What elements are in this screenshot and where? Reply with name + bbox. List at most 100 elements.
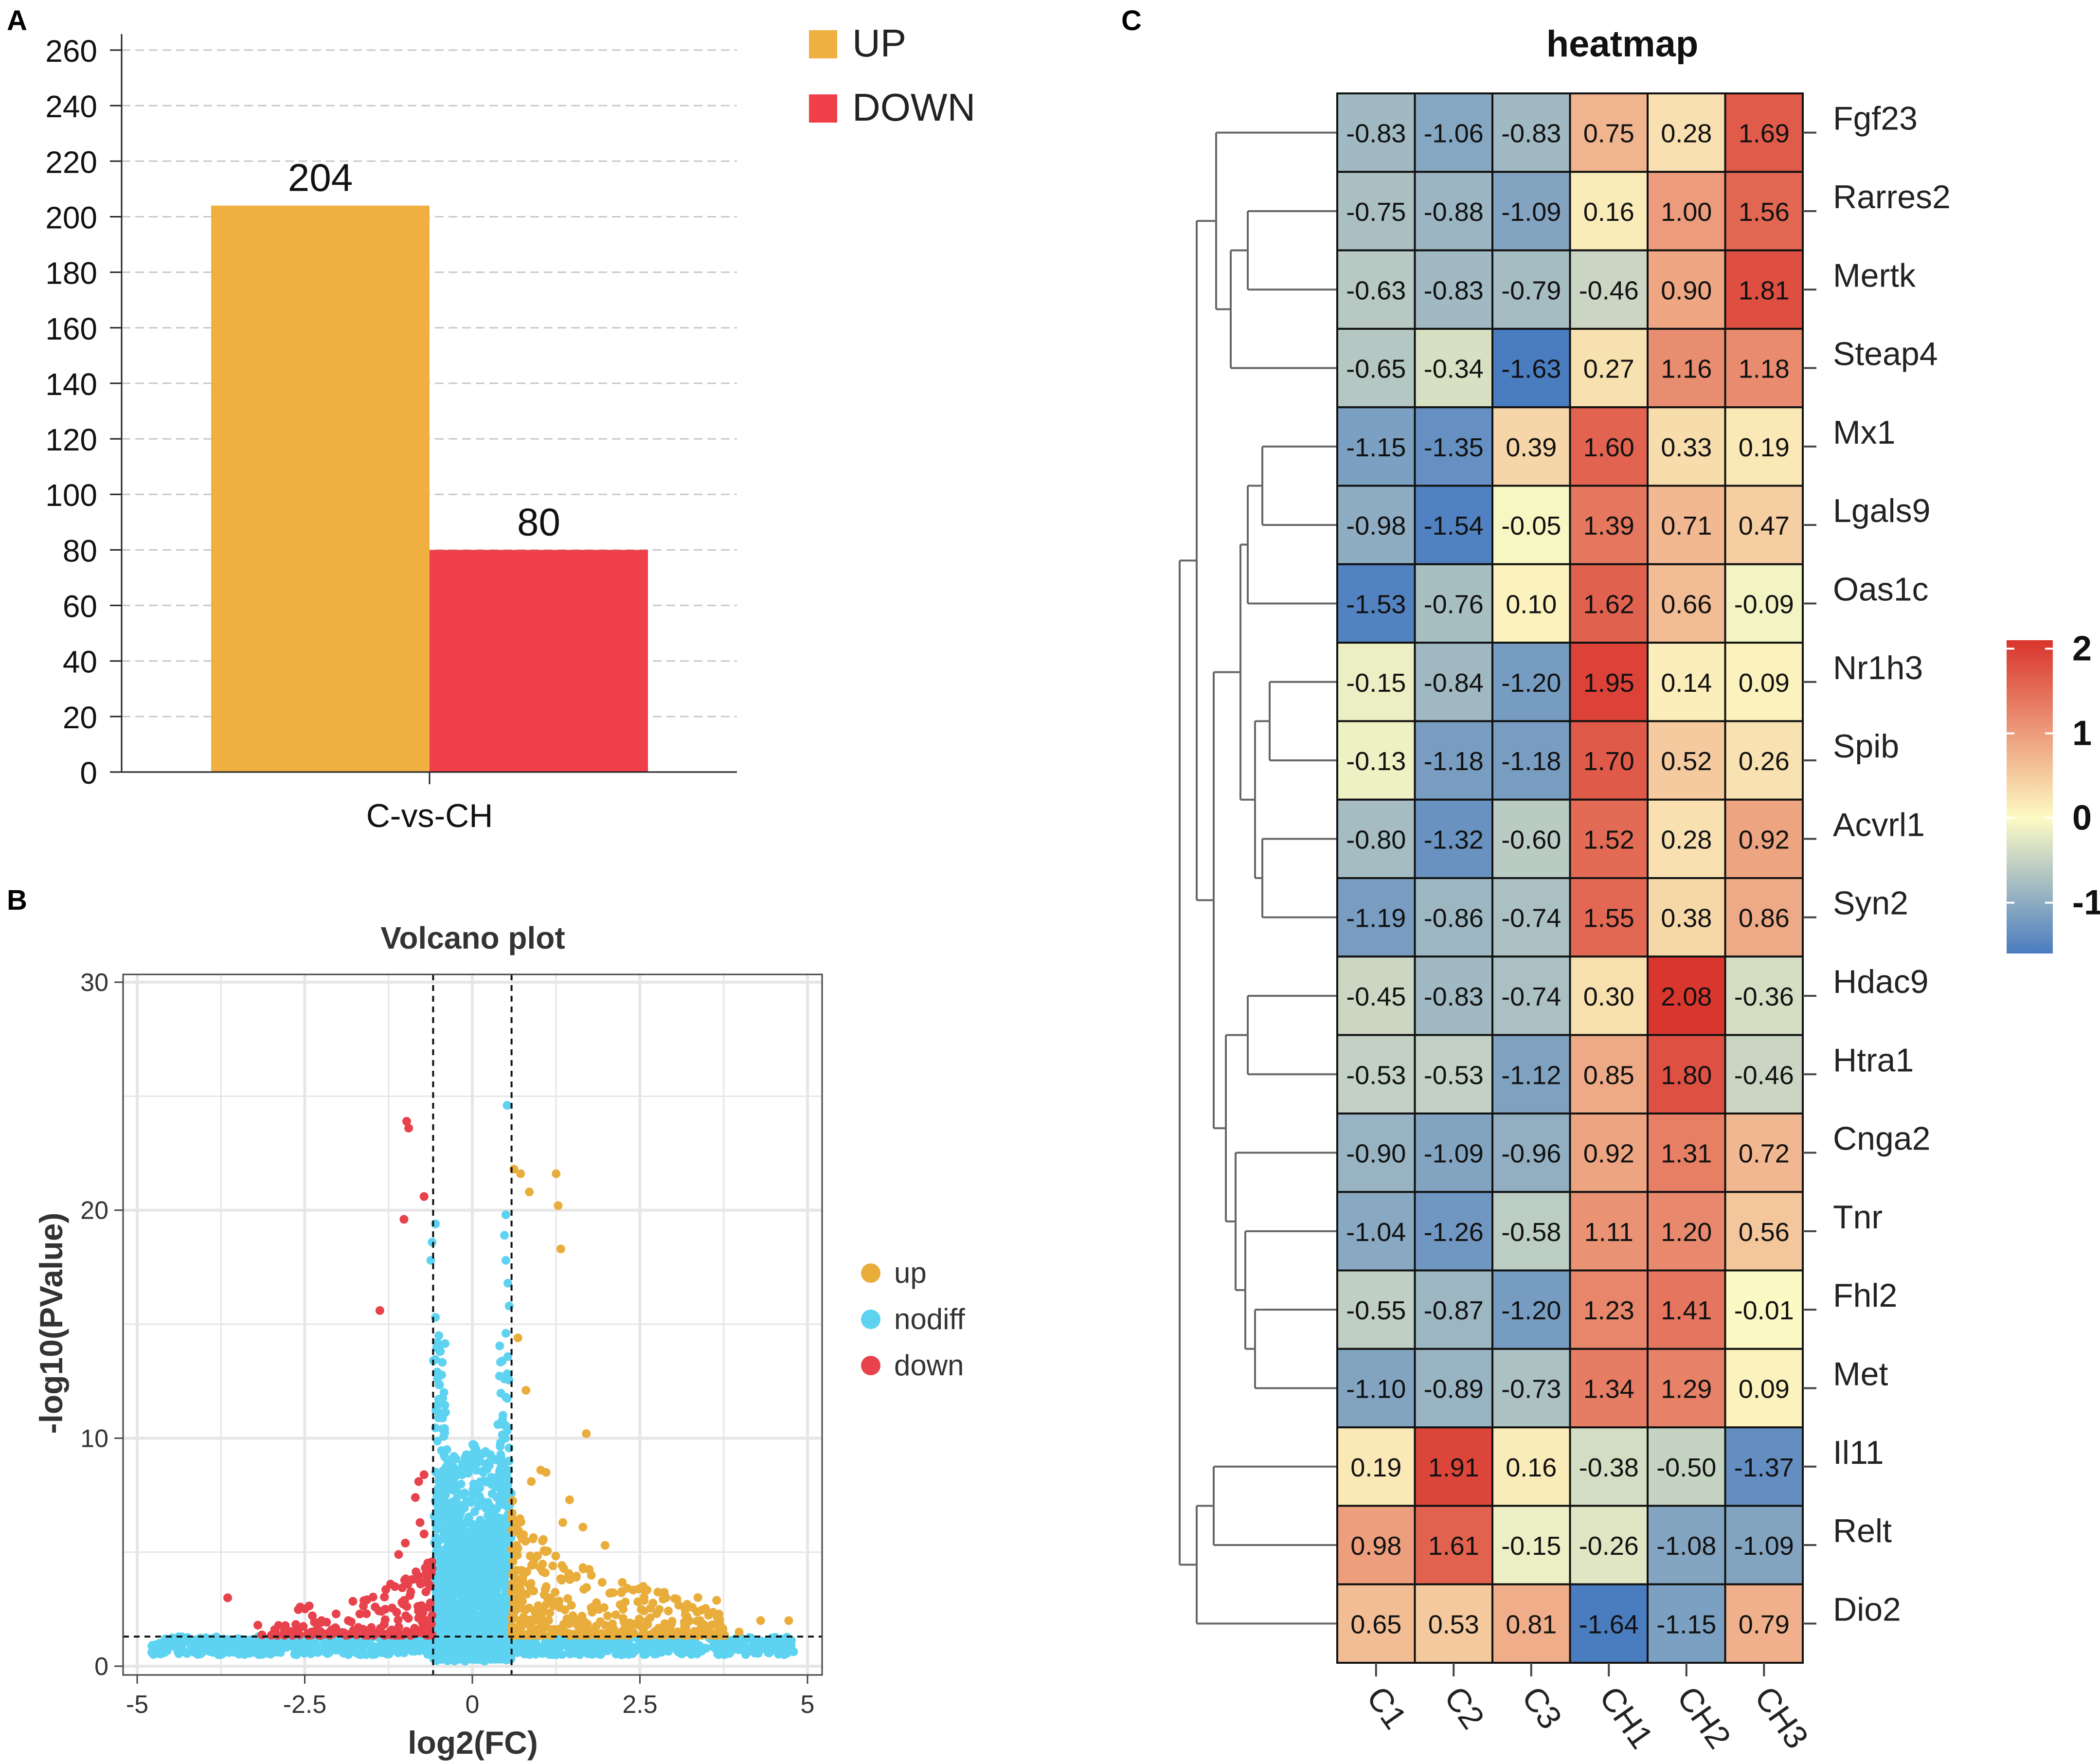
heatmap-cell-value: -0.26 <box>1579 1531 1639 1561</box>
heatmap-row-label: Met <box>1833 1355 1888 1392</box>
volcano-point-up <box>672 1595 682 1604</box>
volcano-point-nodiff <box>575 1648 585 1657</box>
heatmap-cell-value: 1.16 <box>1661 355 1712 384</box>
volcano-x-label: log2(FC) <box>408 1725 538 1761</box>
heatmap-cell-value: -0.74 <box>1501 904 1561 933</box>
volcano-point-nodiff <box>438 1358 447 1367</box>
heatmap-cell-value: 0.53 <box>1428 1610 1479 1639</box>
volcano-point-nodiff <box>480 1656 489 1666</box>
volcano-point-up <box>637 1605 646 1614</box>
volcano-point-nodiff <box>498 1411 507 1420</box>
volcano-point-up <box>664 1606 673 1616</box>
volcano-point-up <box>648 1630 657 1639</box>
volcano-point-up <box>568 1611 577 1620</box>
heatmap-cell-value: -1.18 <box>1424 747 1484 776</box>
volcano-point-nodiff <box>461 1580 470 1589</box>
volcano-point-down <box>419 1470 429 1479</box>
heatmap-cell-value: -1.15 <box>1346 433 1406 462</box>
heatmap-cell-value: 1.62 <box>1583 590 1634 619</box>
volcano-point-up <box>639 1582 648 1591</box>
volcano-point-up <box>605 1589 614 1598</box>
heatmap-cell <box>1414 1505 1493 1585</box>
volcano-point-nodiff <box>371 1650 380 1659</box>
volcano-point-nodiff <box>501 1256 510 1265</box>
volcano-point-up <box>629 1629 638 1638</box>
heatmap-row-label: Tnr <box>1833 1199 1883 1236</box>
heatmap-cell <box>1414 485 1493 565</box>
volcano-point-nodiff <box>311 1638 320 1647</box>
heatmap-cell <box>1569 1191 1649 1272</box>
heatmap-cell-value: -0.89 <box>1424 1374 1484 1403</box>
heatmap-cell-value: -1.20 <box>1501 668 1561 698</box>
heatmap-cell <box>1647 1191 1726 1272</box>
heatmap-cell-value: -0.73 <box>1501 1374 1561 1403</box>
heatmap-row-label: Syn2 <box>1833 885 1908 922</box>
heatmap-cell <box>1491 92 1571 173</box>
heatmap-cell-value: 0.72 <box>1739 1139 1790 1169</box>
volcano-point-nodiff <box>444 1507 453 1516</box>
volcano-point-nodiff <box>497 1499 506 1508</box>
volcano-point-down <box>340 1628 349 1637</box>
heatmap-cell-value: -0.90 <box>1346 1139 1406 1169</box>
volcano-point-nodiff <box>326 1643 335 1652</box>
heatmap-cell-value: -0.34 <box>1424 355 1484 384</box>
volcano-point-nodiff <box>496 1357 505 1367</box>
heatmap-cell-value: -0.53 <box>1346 1061 1406 1090</box>
bar-legend-swatch <box>809 94 837 123</box>
volcano-point-nodiff <box>739 1645 748 1654</box>
heatmap-row-label: Rarres2 <box>1833 179 1951 216</box>
volcano-point-up <box>784 1616 793 1625</box>
volcano-point-nodiff <box>306 1649 315 1658</box>
heatmap-cell-value: -0.15 <box>1346 668 1406 698</box>
volcano-point-nodiff <box>444 1575 453 1584</box>
volcano-point-down <box>253 1620 263 1630</box>
heatmap-colorbar: 2 1 0 -1 <box>2007 629 2100 953</box>
bar-bars: 204 80 <box>211 156 648 773</box>
heatmap-cell-value: -1.09 <box>1501 198 1561 227</box>
heatmap-cell <box>1336 1505 1416 1585</box>
heatmap-cell-value: 0.39 <box>1506 433 1557 462</box>
volcano-point-down <box>413 1602 423 1611</box>
volcano-point-up <box>524 1631 534 1640</box>
heatmap-cell <box>1647 955 1726 1036</box>
volcano-point-down <box>344 1616 353 1625</box>
colorbar-tick-label: 1 <box>2072 714 2092 753</box>
volcano-point-nodiff <box>464 1568 473 1578</box>
heatmap-cell-value: -0.76 <box>1424 590 1484 619</box>
bar-value-label: 80 <box>517 500 560 543</box>
heatmap-cell-value: 1.56 <box>1739 198 1790 227</box>
volcano-point-up <box>565 1495 574 1504</box>
heatmap-cell-value: -0.75 <box>1346 198 1406 227</box>
volcano-point-nodiff <box>465 1496 474 1505</box>
heatmap-cell-value: -0.45 <box>1346 982 1406 1011</box>
volcano-point-nodiff <box>488 1585 498 1594</box>
volcano-point-up <box>548 1561 557 1570</box>
heatmap-cell-value: -0.83 <box>1424 276 1484 305</box>
volcano-point-up <box>693 1631 702 1640</box>
bar-y-tick-label: 160 <box>45 311 97 346</box>
volcano-point-down <box>307 1627 316 1637</box>
volcano-point-nodiff <box>400 1643 409 1653</box>
heatmap-row-label: Steap4 <box>1833 336 1938 373</box>
heatmap-cell-value: -0.88 <box>1424 198 1484 227</box>
volcano-point-nodiff <box>433 1484 442 1493</box>
volcano-point-down <box>394 1622 403 1632</box>
volcano-point-up <box>567 1601 576 1610</box>
heatmap-cell <box>1414 1191 1493 1272</box>
heatmap-cell-value: 0.47 <box>1739 511 1790 540</box>
heatmap-row-label: Oas1c <box>1833 571 1929 608</box>
volcano-point-nodiff <box>489 1633 499 1642</box>
heatmap-cell-value: 0.30 <box>1583 982 1634 1011</box>
volcano-point-nodiff <box>432 1656 441 1665</box>
volcano-ticks: -5 -2.5 0 2.5 5 0 10 20 30 <box>80 969 814 1719</box>
volcano-point-down <box>414 1477 423 1486</box>
volcano-point-nodiff <box>442 1445 451 1454</box>
volcano-point-nodiff <box>443 1542 452 1551</box>
volcano-point-nodiff <box>701 1644 711 1653</box>
heatmap-cell-value: 1.29 <box>1661 1374 1712 1403</box>
volcano-point-nodiff <box>500 1475 509 1485</box>
volcano-point-up <box>564 1629 573 1638</box>
volcano-point-down <box>363 1631 373 1640</box>
volcano-point-nodiff <box>754 1649 763 1658</box>
bar-y-tick-label: 60 <box>63 589 97 624</box>
